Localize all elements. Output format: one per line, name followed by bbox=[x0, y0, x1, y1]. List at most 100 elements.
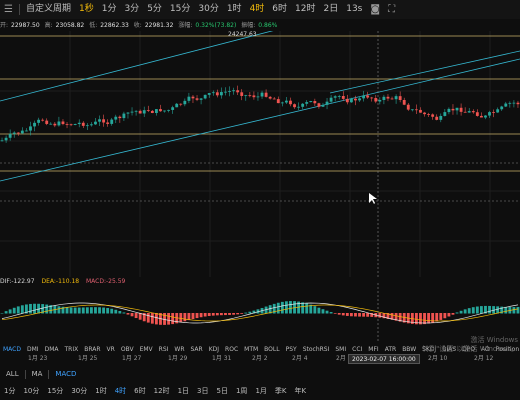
date-tick: 1月 25 bbox=[78, 355, 98, 362]
tf-custom[interactable]: 自定义周期 bbox=[25, 4, 71, 14]
indicator-tab-vr[interactable]: VR bbox=[106, 345, 115, 353]
menu-icon[interactable]: ☰ bbox=[4, 4, 13, 15]
tf-15m[interactable]: 15分 bbox=[169, 4, 191, 14]
indicator-tab-dmi[interactable]: DMI bbox=[27, 345, 39, 353]
period-tab[interactable]: 年K bbox=[294, 387, 307, 395]
period-tab[interactable]: 1日 bbox=[177, 387, 190, 395]
period-tab[interactable]: 1周 bbox=[235, 387, 248, 395]
indicator-tab-psy[interactable]: PSY bbox=[285, 345, 297, 353]
period-tab[interactable]: 5日 bbox=[216, 387, 228, 395]
tf-1s[interactable]: 1秒 bbox=[78, 4, 94, 14]
indicator-tab-bias[interactable]: BIAS bbox=[442, 345, 457, 353]
indicator-tab-boll[interactable]: BOLL bbox=[264, 345, 280, 353]
period-tab[interactable]: 6时 bbox=[134, 387, 146, 395]
macd-bar bbox=[435, 313, 439, 322]
tf-13s[interactable]: 13s bbox=[346, 4, 363, 14]
macd-bar bbox=[138, 313, 142, 320]
period-tab[interactable]: 10分 bbox=[23, 387, 40, 395]
macd-bar bbox=[512, 307, 516, 314]
mode-tab-ma[interactable]: MA bbox=[31, 370, 43, 378]
indicator-tab-dma[interactable]: DMA bbox=[44, 345, 59, 353]
tf-3m[interactable]: 3分 bbox=[124, 4, 140, 14]
tf-1m[interactable]: 1分 bbox=[101, 4, 117, 14]
candle-body bbox=[85, 125, 89, 127]
fullscreen-icon[interactable]: ⛶ bbox=[388, 4, 396, 15]
period-tab[interactable]: 4时 bbox=[114, 387, 127, 395]
indicator-tab-cci[interactable]: CCI bbox=[352, 345, 363, 353]
macd-bar bbox=[41, 304, 45, 314]
macd-bar bbox=[427, 313, 431, 324]
amp-value: 0.86% bbox=[258, 22, 278, 29]
indicator-tab-mfi[interactable]: MFI bbox=[368, 345, 379, 353]
period-tab[interactable]: 3日 bbox=[197, 387, 209, 395]
macd-bar bbox=[12, 307, 16, 314]
macd-bar bbox=[414, 313, 418, 325]
macd-panel[interactable] bbox=[0, 283, 520, 343]
period-tab[interactable]: 1月 bbox=[255, 387, 267, 395]
indicator-tab-wr[interactable]: WR bbox=[174, 345, 185, 353]
tf-5m[interactable]: 5分 bbox=[147, 4, 162, 14]
candle-body bbox=[248, 95, 252, 97]
macd-bar bbox=[394, 313, 398, 321]
indicator-tab-roc[interactable]: ROC bbox=[225, 345, 239, 353]
candle-body bbox=[284, 100, 288, 103]
candle-body bbox=[329, 97, 333, 102]
indicator-tab-obv[interactable]: OBV bbox=[120, 345, 134, 353]
tf-4h[interactable]: 4时 bbox=[249, 4, 265, 14]
candle-body bbox=[349, 98, 353, 103]
macd-bar bbox=[362, 313, 366, 317]
tf-6h[interactable]: 6时 bbox=[272, 4, 288, 14]
indicator-tab-skdj[interactable]: SKDJ bbox=[422, 345, 437, 353]
indicator-tab-smi[interactable]: SMI bbox=[335, 345, 347, 353]
macd-lines bbox=[1, 283, 519, 343]
macd-bar bbox=[236, 313, 240, 315]
period-tab[interactable]: 30分 bbox=[71, 387, 88, 395]
indicator-tab-atr[interactable]: ATR bbox=[384, 345, 397, 353]
period-tab[interactable]: 1分 bbox=[4, 387, 16, 395]
candlestick-chart[interactable] bbox=[0, 31, 520, 277]
mode-tab-all[interactable]: ALL bbox=[6, 370, 19, 378]
candle-body bbox=[500, 106, 504, 110]
timeframe-toolbar: ☰ 自定义周期 1秒 1分 3分 5分 15分 30分 1时 4时 6时 12时… bbox=[0, 0, 520, 19]
indicator-tab-rsi[interactable]: RSI bbox=[158, 345, 169, 353]
tf-30m[interactable]: 30分 bbox=[198, 4, 219, 14]
candle-body bbox=[370, 97, 374, 99]
indicator-tab-emv[interactable]: EMV bbox=[139, 345, 153, 353]
macd-bar bbox=[171, 313, 175, 325]
period-tab[interactable]: 季K bbox=[274, 387, 287, 395]
candle-body bbox=[390, 98, 394, 100]
dea-line bbox=[1, 304, 519, 322]
indicator-tab-position[interactable]: Position bbox=[495, 345, 520, 353]
change-label: 涨幅: bbox=[178, 22, 193, 29]
candle-body bbox=[447, 108, 451, 113]
macd-bar bbox=[459, 310, 463, 314]
mode-tab-macd[interactable]: MACD bbox=[55, 370, 77, 378]
indicator-tab-bbw[interactable]: BBW bbox=[402, 345, 417, 353]
indicator-tab-sar[interactable]: SAR bbox=[190, 345, 203, 353]
candle-body bbox=[414, 109, 418, 111]
indicator-tab-trix[interactable]: TRIX bbox=[64, 345, 79, 353]
camera-icon[interactable]: ◙ bbox=[370, 4, 381, 15]
candle-body bbox=[280, 102, 284, 104]
tf-12h[interactable]: 12时 bbox=[295, 4, 316, 14]
candle-body bbox=[118, 116, 122, 119]
indicator-tab-stochrsi[interactable]: StochRSI bbox=[302, 345, 330, 353]
period-tab[interactable]: 1时 bbox=[95, 387, 107, 395]
period-tab[interactable]: 15分 bbox=[47, 387, 64, 395]
macd-bar bbox=[321, 309, 325, 314]
indicator-tab-macd[interactable]: MACD bbox=[3, 345, 21, 353]
cursor-icon bbox=[369, 193, 377, 204]
indicator-tab-brar[interactable]: BRAR bbox=[84, 345, 101, 353]
tf-2d[interactable]: 2日 bbox=[323, 4, 339, 14]
candle-body bbox=[419, 109, 422, 113]
indicator-tab-kdj[interactable]: KDJ bbox=[208, 345, 220, 353]
indicator-tab-ao[interactable]: AO bbox=[481, 345, 490, 353]
indicator-tab-dpo[interactable]: DPO bbox=[462, 345, 476, 353]
candle-body bbox=[463, 111, 467, 113]
dea-label: DEA:-110.18 bbox=[41, 278, 80, 285]
divider bbox=[18, 4, 20, 15]
tf-1h[interactable]: 1时 bbox=[226, 4, 242, 14]
indicator-tab-mtm[interactable]: MTM bbox=[244, 345, 259, 353]
period-tab[interactable]: 12时 bbox=[153, 387, 170, 395]
chart-mode-tabs: ALL MA MACD bbox=[0, 366, 520, 382]
